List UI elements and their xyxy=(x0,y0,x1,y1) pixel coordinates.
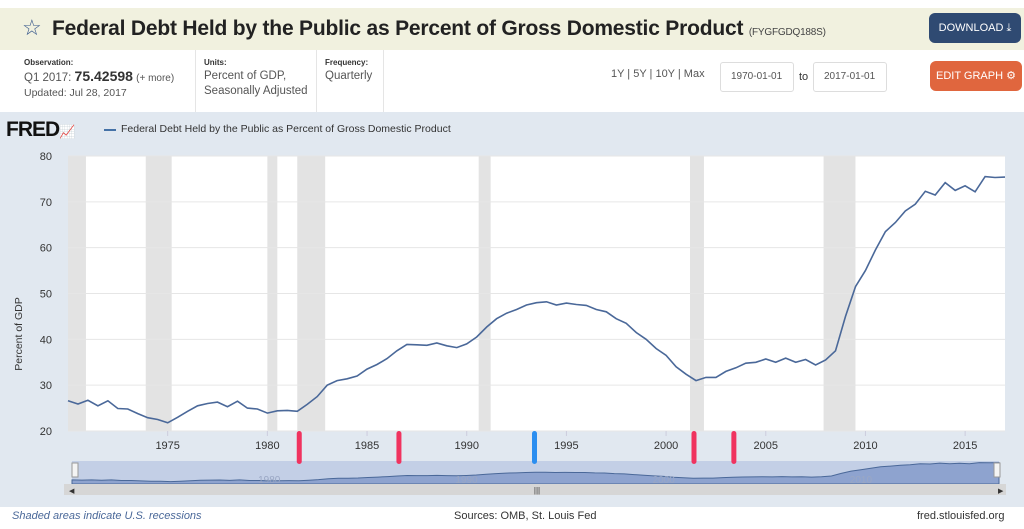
annotation-marker[interactable] xyxy=(396,431,402,464)
series-info: Observation: Q1 2017: 75.42598 (+ more) … xyxy=(0,50,1024,112)
annotation-marker[interactable] xyxy=(691,431,697,464)
download-button[interactable]: DOWNLOAD ⤓ xyxy=(929,13,1021,43)
gear-icon: ⚙ xyxy=(1006,70,1016,82)
edit-graph-button[interactable]: EDIT GRAPH ⚙ xyxy=(930,61,1022,91)
download-label: DOWNLOAD xyxy=(938,22,1004,34)
edit-graph-label: EDIT GRAPH xyxy=(936,70,1004,82)
divider xyxy=(195,50,196,112)
divider xyxy=(383,50,384,112)
x-tick-label: 2010 xyxy=(853,440,877,452)
chart-panel: FRED📈 Federal Debt Held by the Public as… xyxy=(0,112,1024,507)
observation-label: Observation: xyxy=(24,58,74,67)
annotation-marker[interactable] xyxy=(532,431,538,464)
units-adjustment: Seasonally Adjusted xyxy=(204,85,308,97)
navigator-label: 2010 xyxy=(850,475,873,486)
divider xyxy=(316,50,317,112)
annotation-marker[interactable] xyxy=(731,431,737,464)
site-link[interactable]: fred.stlouisfed.org xyxy=(917,510,1005,522)
navigator-label: 2000 xyxy=(653,475,676,486)
y-tick-label: 30 xyxy=(40,380,52,392)
navigator-handle-left[interactable] xyxy=(71,462,79,478)
start-date-input[interactable]: 1970-01-01 xyxy=(720,62,794,92)
x-tick-label: 2005 xyxy=(754,440,778,452)
recession-note: Shaded areas indicate U.S. recessions xyxy=(12,510,202,522)
series-title: Federal Debt Held by the Public as Perce… xyxy=(52,17,744,40)
y-tick-label: 80 xyxy=(40,151,52,163)
scroll-left-icon[interactable]: ◀ xyxy=(69,488,75,495)
end-date-input[interactable]: 2017-01-01 xyxy=(813,62,887,92)
navigator-handle-right[interactable] xyxy=(993,462,1001,478)
navigator-series xyxy=(71,462,1000,485)
page-title: Federal Debt Held by the Public as Perce… xyxy=(52,17,826,41)
y-tick-label: 50 xyxy=(40,289,52,301)
frequency-block: Frequency: Quarterly xyxy=(325,58,372,84)
updated-date: Updated: Jul 28, 2017 xyxy=(24,87,127,99)
x-tick-label: 2000 xyxy=(654,440,678,452)
units-value: Percent of GDP, xyxy=(204,70,287,82)
observation-value: 75.42598 xyxy=(74,68,133,84)
observation-block: Observation: Q1 2017: 75.42598 (+ more) … xyxy=(24,58,174,101)
title-bar: ☆ Federal Debt Held by the Public as Per… xyxy=(0,8,1024,50)
y-tick-label: 20 xyxy=(40,426,52,438)
y-axis-label: Percent of GDP xyxy=(13,297,25,371)
x-tick-label: 2015 xyxy=(953,440,977,452)
y-tick-label: 40 xyxy=(40,334,52,346)
x-tick-label: 1995 xyxy=(554,440,578,452)
legend-line-swatch xyxy=(104,129,116,131)
series-line[interactable] xyxy=(67,175,1006,424)
range-shortcuts[interactable]: 1Y | 5Y | 10Y | Max xyxy=(611,68,705,80)
chart-logo-icon: 📈 xyxy=(59,124,76,139)
fred-logo: FRED📈 xyxy=(6,118,75,142)
star-outline-icon[interactable]: ☆ xyxy=(22,15,42,40)
line-chart[interactable]: Percent of GDP 20 30 40 50 60 70 80 1975 1980 198… xyxy=(0,112,1024,507)
footer: Shaded areas indicate U.S. recessions So… xyxy=(0,507,1024,529)
y-tick-label: 70 xyxy=(40,197,52,209)
sources-text: Sources: OMB, St. Louis Fed xyxy=(454,510,597,522)
scrollbar[interactable] xyxy=(64,484,1006,495)
observation-period: Q1 2017: xyxy=(24,72,72,84)
fred-logo-text: FRED xyxy=(6,118,60,141)
x-tick-label: 1980 xyxy=(255,440,279,452)
more-link[interactable]: (+ more) xyxy=(136,73,175,84)
navigator-label: 1990 xyxy=(455,475,478,486)
navigator-label: 1980 xyxy=(258,475,281,486)
scroll-right-icon[interactable]: ▶ xyxy=(998,488,1004,495)
y-tick-label: 60 xyxy=(40,243,52,255)
download-icon: ⤓ xyxy=(1006,22,1012,34)
to-label: to xyxy=(799,71,809,83)
x-tick-label: 1985 xyxy=(355,440,379,452)
x-tick-label: 1990 xyxy=(454,440,478,452)
frequency-value: Quarterly xyxy=(325,70,373,82)
annotation-marker[interactable] xyxy=(296,431,302,464)
units-label: Units: xyxy=(204,58,227,67)
scrollbar-grip-icon[interactable]: ||| xyxy=(534,486,540,495)
x-tick-label: 1975 xyxy=(155,440,179,452)
legend-label: Federal Debt Held by the Public as Perce… xyxy=(121,123,451,135)
series-id: (FYGFGDQ188S) xyxy=(748,27,826,38)
frequency-label: Frequency: xyxy=(325,58,369,67)
units-block: Units: Percent of GDP, Seasonally Adjust… xyxy=(204,58,308,99)
